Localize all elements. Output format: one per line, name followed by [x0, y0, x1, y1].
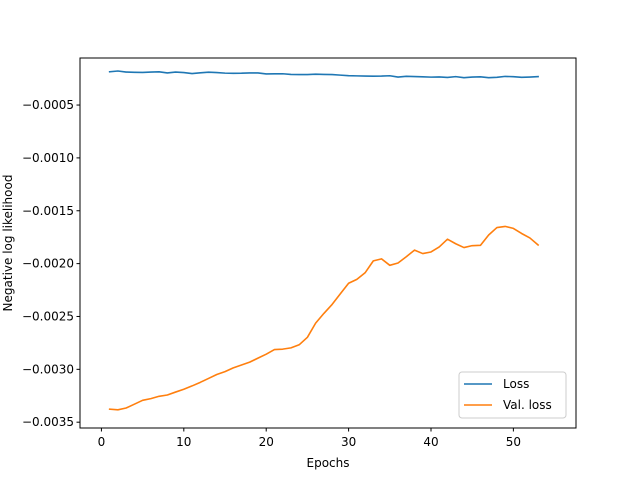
x-tick-label: 30 [341, 435, 356, 449]
x-tick-label: 20 [259, 435, 274, 449]
series-line-val-loss [108, 225, 540, 411]
series-layer [108, 70, 540, 411]
y-tick-label: −0.0005 [22, 98, 74, 112]
x-tick-label: 0 [98, 435, 106, 449]
series-line-loss [108, 70, 539, 79]
legend-label: Val. loss [503, 398, 552, 412]
x-tick-label: 40 [423, 435, 438, 449]
x-axis-ticks: 0 10 20 30 40 50 [98, 428, 521, 449]
y-tick-label: −0.0015 [22, 204, 74, 218]
y-axis-ticks: −0.0035 −0.0030 −0.0025 −0.0020 −0.0015 −0.00… [22, 98, 80, 429]
y-tick-label: −0.0020 [22, 257, 74, 271]
y-axis-label: Negative log likelihood [1, 175, 15, 312]
x-tick-label: 10 [176, 435, 191, 449]
legend-entries: Loss Val. loss [464, 377, 552, 412]
y-tick-label: −0.0025 [22, 309, 74, 323]
y-tick-label: −0.0010 [22, 151, 74, 165]
y-tick-label: −0.0030 [22, 362, 74, 376]
x-axis-label: Epochs [307, 456, 350, 470]
legend-label: Loss [503, 377, 529, 391]
y-tick-label: −0.0035 [22, 415, 74, 429]
x-tick-label: 50 [506, 435, 521, 449]
legend: Loss Val. loss [458, 371, 567, 419]
plot-area-frame [79, 57, 577, 429]
